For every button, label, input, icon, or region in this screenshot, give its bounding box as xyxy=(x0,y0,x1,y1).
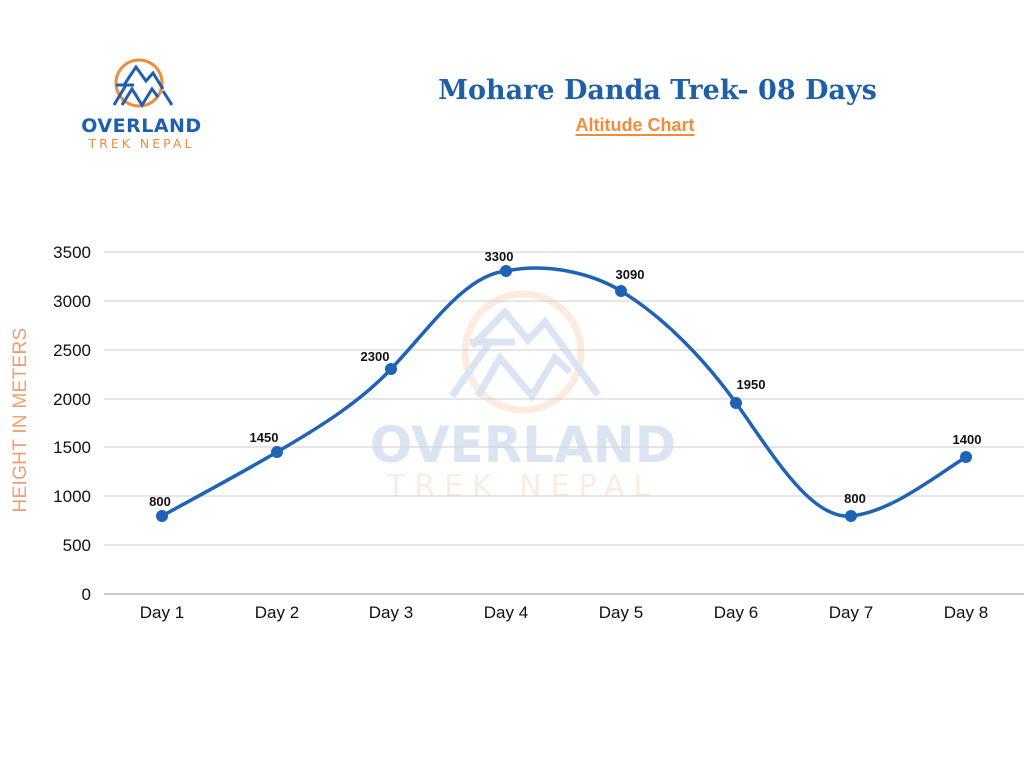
watermark-circle-icon xyxy=(461,290,585,414)
y-tick: 500 xyxy=(63,536,91,555)
y-tick: 3500 xyxy=(53,243,91,262)
x-tick: Day 4 xyxy=(484,603,528,622)
x-tick: Day 1 xyxy=(140,603,184,622)
chart-title: Mohare Danda Trek- 08 Days xyxy=(438,75,877,106)
data-markers xyxy=(156,265,972,522)
data-point xyxy=(845,510,857,522)
y-tick: 1000 xyxy=(53,487,91,506)
watermark-tagline: TREK NEPAL xyxy=(386,469,659,504)
data-labels: 800 1450 2300 3300 3090 1950 800 1400 xyxy=(149,249,981,509)
x-tick: Day 3 xyxy=(369,603,413,622)
y-axis-ticks: 0 500 1000 1500 2000 2500 3000 3500 xyxy=(53,243,91,604)
data-label: 1950 xyxy=(737,377,766,392)
x-tick: Day 7 xyxy=(829,603,873,622)
data-label: 1400 xyxy=(953,432,982,447)
data-point xyxy=(156,510,168,522)
data-label: 3300 xyxy=(485,249,514,264)
y-tick: 3000 xyxy=(53,292,91,311)
y-tick: 1500 xyxy=(53,438,91,457)
y-tick: 2000 xyxy=(53,390,91,409)
data-point xyxy=(271,446,283,458)
mountain-circle-logo-icon xyxy=(112,58,174,108)
x-tick: Day 8 xyxy=(944,603,988,622)
x-tick: Day 6 xyxy=(714,603,758,622)
y-tick: 0 xyxy=(82,585,91,604)
chart-subtitle: Altitude Chart xyxy=(575,115,695,135)
data-point xyxy=(730,397,742,409)
data-point xyxy=(500,265,512,277)
data-point xyxy=(385,363,397,375)
data-point xyxy=(960,451,972,463)
x-tick: Day 5 xyxy=(599,603,643,622)
logo-name: OVERLAND xyxy=(81,115,202,137)
x-tick: Day 2 xyxy=(255,603,299,622)
gridlines xyxy=(104,251,1024,546)
watermark-name: OVERLAND xyxy=(370,416,676,474)
data-label: 800 xyxy=(844,491,866,506)
y-tick: 2500 xyxy=(53,341,91,360)
data-label: 1450 xyxy=(250,430,279,445)
x-axis-ticks: Day 1 Day 2 Day 3 Day 4 Day 5 Day 6 Day … xyxy=(140,603,988,622)
watermark: OVERLAND TREK NEPAL xyxy=(370,290,676,504)
altitude-series-line xyxy=(160,266,968,518)
data-label: 2300 xyxy=(361,349,390,364)
data-label: 3090 xyxy=(616,267,645,282)
watermark-mountain-icon xyxy=(449,306,601,402)
logo-tagline: TREK NEPAL xyxy=(88,136,195,151)
data-label: 800 xyxy=(149,494,171,509)
company-logo: OVERLAND TREK NEPAL xyxy=(70,55,220,155)
data-point xyxy=(615,285,627,297)
